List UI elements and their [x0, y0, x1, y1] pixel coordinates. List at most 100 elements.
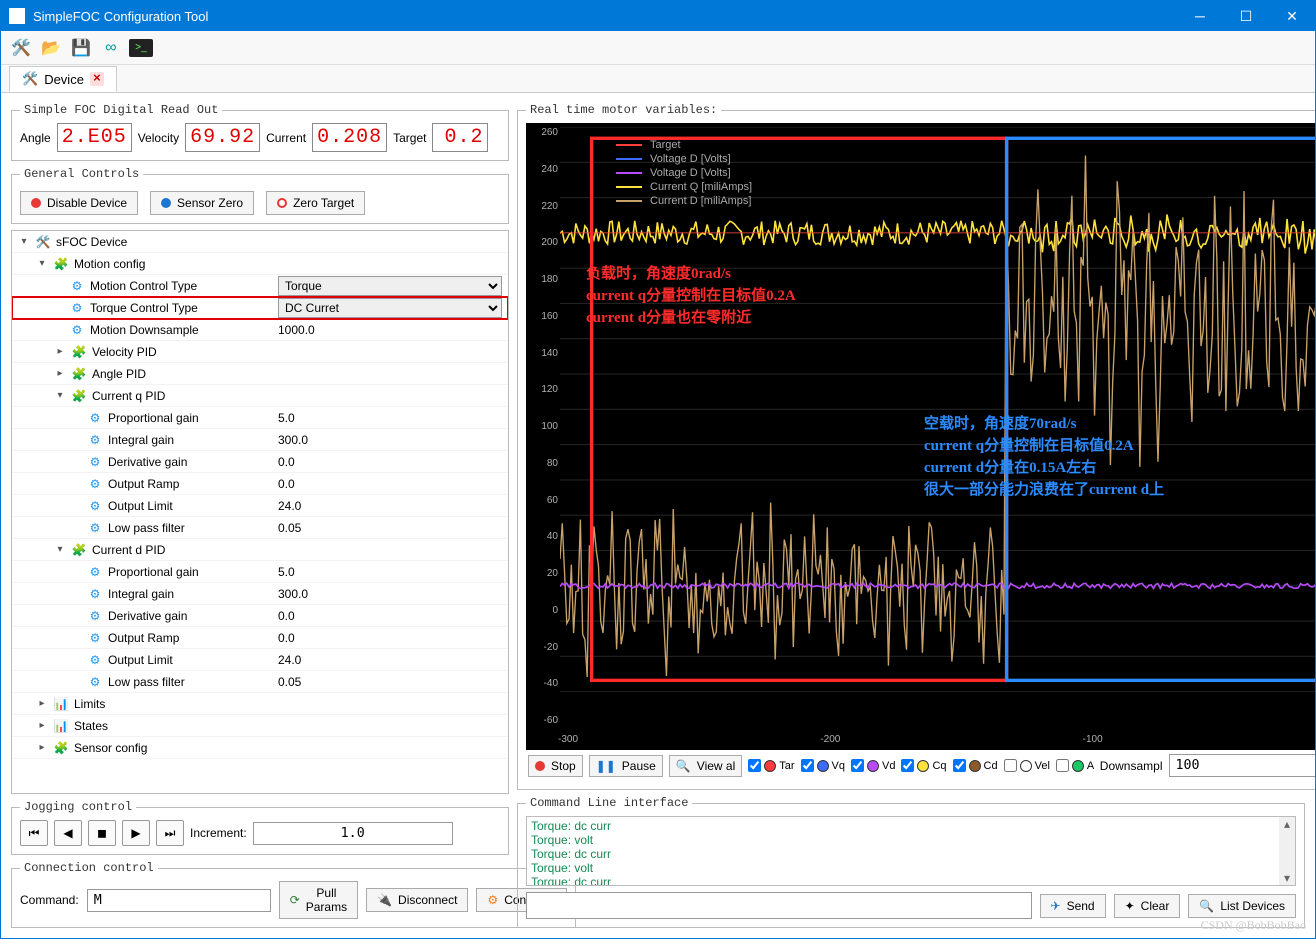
- search-icon: 🔍: [676, 759, 691, 773]
- tool-arduino-icon[interactable]: ∞: [99, 36, 123, 60]
- gear-icon: ⚙: [70, 279, 84, 293]
- minimize-button[interactable]: ─: [1177, 1, 1223, 31]
- tree-torque-control-type[interactable]: ⚙Torque Control TypeDC Curret: [12, 297, 508, 319]
- tool-terminal-icon[interactable]: >_: [129, 39, 153, 57]
- tree-cq-l[interactable]: ⚙Output Limit24.0: [12, 495, 508, 517]
- pull-params-button[interactable]: ⟳Pull Params: [279, 881, 358, 919]
- gear-icon: ⚙: [70, 301, 84, 315]
- pause-icon: ❚❚: [596, 759, 616, 773]
- tool-open-icon[interactable]: 📂: [39, 36, 63, 60]
- tree-angle-pid[interactable]: ▸🧩Angle PID: [12, 363, 508, 385]
- clear-button[interactable]: ✦Clear: [1114, 894, 1181, 918]
- send-icon: ✈: [1051, 899, 1061, 913]
- tree-motion-config[interactable]: ▾🧩Motion config: [12, 253, 508, 275]
- tree-limits[interactable]: ▸📊Limits: [12, 693, 508, 715]
- readout-legend: Simple FOC Digital Read Out: [20, 103, 222, 117]
- readout-group: Simple FOC Digital Read Out Angle 2.E05 …: [11, 103, 509, 161]
- toggle-vd[interactable]: Vd: [851, 759, 895, 772]
- tree-root[interactable]: ▾🛠️sFOC Device: [12, 231, 508, 253]
- search-icon: 🔍: [1199, 899, 1214, 913]
- downsample-label: Downsampl: [1100, 759, 1163, 773]
- tree-cd-r[interactable]: ⚙Output Ramp0.0: [12, 627, 508, 649]
- tab-device[interactable]: 🛠️ Device ×: [9, 66, 117, 92]
- jog-fast-forward-button[interactable]: ⏭: [156, 820, 184, 846]
- toggle-ang[interactable]: Ang: [1056, 759, 1094, 772]
- cli-input[interactable]: [526, 892, 1032, 919]
- stop-button[interactable]: Stop: [528, 755, 583, 777]
- chart-legend-box: TargetVoltage D [Volts]Voltage D [Volts]…: [616, 139, 752, 209]
- app-icon: [9, 8, 25, 24]
- tab-label: Device: [44, 72, 84, 87]
- tree-motion-control-type[interactable]: ⚙Motion Control TypeTorque: [12, 275, 508, 297]
- chart-group: Real time motor variables: 2602402202001…: [517, 103, 1315, 790]
- viewall-button[interactable]: 🔍View al: [669, 755, 742, 777]
- downsample-input[interactable]: [1169, 754, 1316, 777]
- tree-cq-d[interactable]: ⚙Derivative gain0.0: [12, 451, 508, 473]
- increment-input[interactable]: [253, 822, 453, 845]
- send-button[interactable]: ✈Send: [1040, 894, 1106, 918]
- realtime-chart[interactable]: 260240220200180160140120100806040200-20-…: [526, 123, 1315, 750]
- general-legend: General Controls: [20, 167, 143, 181]
- target-value: 0.2: [432, 123, 488, 152]
- toggle-cd[interactable]: Cd: [953, 759, 998, 772]
- red-dot-icon: [31, 198, 41, 208]
- maximize-button[interactable]: ☐: [1223, 1, 1269, 31]
- jog-forward-button[interactable]: ▶: [122, 820, 150, 846]
- tree-current-d-pid[interactable]: ▾🧩Current d PID: [12, 539, 508, 561]
- disconnect-button[interactable]: 🔌Disconnect: [366, 888, 468, 912]
- tree-motion-downsample[interactable]: ⚙Motion Downsample1000.0: [12, 319, 508, 341]
- tree-sensor-config[interactable]: ▸🧩Sensor config: [12, 737, 508, 759]
- tab-close-icon[interactable]: ×: [90, 72, 104, 86]
- velocity-label: Velocity: [138, 131, 179, 145]
- connection-legend: Connection control: [20, 861, 158, 875]
- increment-label: Increment:: [190, 826, 247, 840]
- toggle-cq[interactable]: Cq: [901, 759, 946, 772]
- pause-button[interactable]: ❚❚Pause: [589, 755, 663, 777]
- toggle-vel[interactable]: Vel: [1004, 759, 1050, 772]
- bars-icon: 📊: [54, 697, 68, 711]
- tree-cd-l[interactable]: ⚙Output Limit24.0: [12, 649, 508, 671]
- target-label: Target: [393, 131, 426, 145]
- tree-cq-i[interactable]: ⚙Integral gain300.0: [12, 429, 508, 451]
- clear-icon: ✦: [1125, 899, 1135, 913]
- cli-output[interactable]: Torque: dc currTorque: voltTorque: dc cu…: [526, 816, 1296, 886]
- refresh-icon: ⟳: [290, 893, 300, 907]
- torque-control-type-select[interactable]: DC Curret: [278, 298, 502, 318]
- toggle-vq[interactable]: Vq: [801, 759, 845, 772]
- tree-cd-p[interactable]: ⚙Proportional gain5.0: [12, 561, 508, 583]
- motion-control-type-select[interactable]: Torque: [278, 276, 502, 296]
- x-axis-labels: -300-200-1000: [558, 734, 1315, 748]
- tree-cq-f[interactable]: ⚙Low pass filter0.05: [12, 517, 508, 539]
- tree-cd-d[interactable]: ⚙Derivative gain0.0: [12, 605, 508, 627]
- tree-current-q-pid[interactable]: ▾🧩Current q PID: [12, 385, 508, 407]
- titlebar: SimpleFOC Configuration Tool ─ ☐ ✕: [1, 1, 1315, 31]
- jog-stop-button[interactable]: ◼: [88, 820, 116, 846]
- jogging-legend: Jogging control: [20, 800, 136, 814]
- window-title: SimpleFOC Configuration Tool: [33, 9, 1177, 24]
- close-button[interactable]: ✕: [1269, 1, 1315, 31]
- command-label: Command:: [20, 893, 79, 907]
- list-devices-button[interactable]: 🔍List Devices: [1188, 894, 1296, 918]
- tree-cd-i[interactable]: ⚙Integral gain300.0: [12, 583, 508, 605]
- tree-states[interactable]: ▸📊States: [12, 715, 508, 737]
- disable-device-button[interactable]: Disable Device: [20, 191, 138, 215]
- tool-motor-icon[interactable]: 🛠️: [9, 36, 33, 60]
- zero-target-button[interactable]: Zero Target: [266, 191, 365, 215]
- toggle-tar[interactable]: Tar: [748, 759, 794, 772]
- property-tree[interactable]: ▾🛠️sFOC Device ▾🧩Motion config ⚙Motion C…: [11, 230, 509, 794]
- jog-back-button[interactable]: ◀: [54, 820, 82, 846]
- jog-fast-back-button[interactable]: ⏮: [20, 820, 48, 846]
- tree-cq-p[interactable]: ⚙Proportional gain5.0: [12, 407, 508, 429]
- sensor-zero-button[interactable]: Sensor Zero: [150, 191, 254, 215]
- plug-icon: 🔌: [377, 893, 392, 907]
- bars-icon: 📊: [54, 719, 68, 733]
- tabbar: 🛠️ Device ×: [1, 65, 1315, 93]
- tree-cq-r[interactable]: ⚙Output Ramp0.0: [12, 473, 508, 495]
- command-input[interactable]: [87, 889, 271, 912]
- tree-cd-f[interactable]: ⚙Low pass filter0.05: [12, 671, 508, 693]
- cli-scrollbar[interactable]: ▴▾: [1279, 817, 1295, 885]
- chart-legend: Real time motor variables:: [526, 103, 721, 117]
- tree-velocity-pid[interactable]: ▸🧩Velocity PID: [12, 341, 508, 363]
- watermark: CSDN @BobBobBao: [1201, 918, 1306, 933]
- tool-save-icon[interactable]: 💾: [69, 36, 93, 60]
